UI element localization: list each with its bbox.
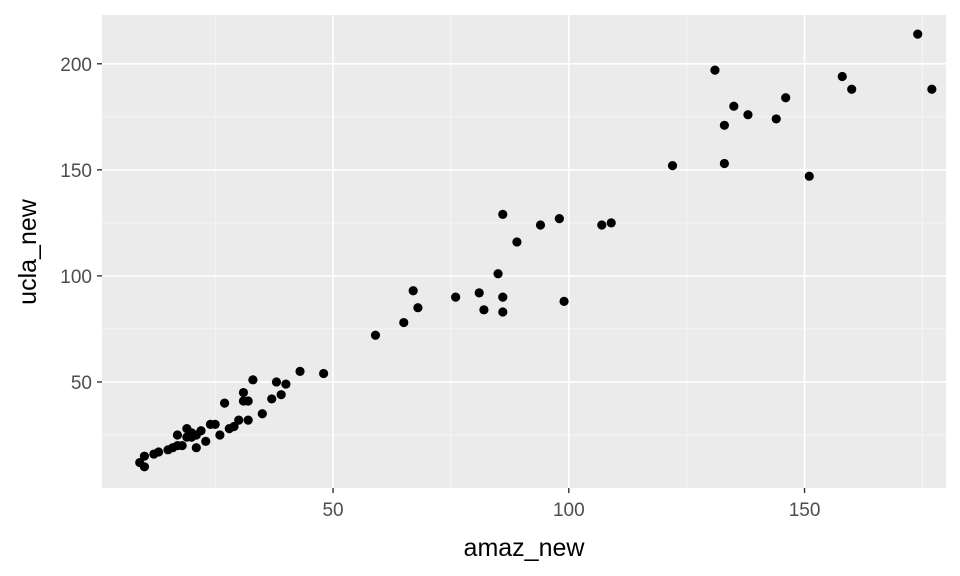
data-point [408,286,418,296]
x-tick-label: 150 [789,500,821,521]
data-point [243,415,253,425]
y-tick-label: 150 [60,161,92,182]
data-point [238,387,249,398]
data-point [399,317,409,328]
data-point [451,292,461,302]
data-point [498,307,508,317]
x-axis-title: amaz_new [464,534,586,562]
data-point [554,214,564,224]
data-point [498,292,508,302]
data-point [234,415,244,425]
data-point [267,394,277,404]
data-point [667,160,678,171]
data-point [139,462,150,472]
data-point [229,421,239,432]
data-point [606,218,616,228]
data-point [535,220,546,230]
data-point [177,440,187,451]
data-point [153,447,164,457]
x-tick-label: 50 [322,500,343,521]
data-point [493,269,503,279]
data-point [196,426,206,436]
data-point [319,368,329,379]
data-point [781,93,791,103]
data-point [479,305,489,315]
data-point [913,29,923,39]
data-point [139,451,150,461]
data-point [172,430,183,440]
data-point [271,377,282,387]
data-point [281,379,291,389]
y-axis-title: ucla_new [14,198,42,305]
data-point [257,409,267,419]
y-axis: 50 100 150 200 [60,55,102,394]
data-point [191,443,201,453]
data-point [370,330,381,340]
data-point [276,390,286,400]
data-point [847,84,857,94]
data-point [474,288,484,298]
data-point [710,65,720,75]
data-point [210,419,220,429]
data-point [498,209,508,219]
data-point [743,110,753,120]
data-point [597,220,607,230]
data-point [248,375,258,385]
data-point [243,396,253,406]
data-point [295,366,305,376]
data-point [729,101,739,111]
data-point [219,398,230,408]
plot-panel [102,15,946,488]
x-axis: 50 100 150 [322,488,820,521]
data-point [512,237,522,247]
grid-lines [102,15,946,488]
data-point [413,303,423,313]
y-tick-label: 50 [71,373,92,394]
y-tick-label: 100 [60,267,92,288]
data-point [927,84,937,94]
y-tick-label: 200 [60,55,92,76]
data-point [804,171,814,181]
data-point [771,114,781,124]
x-tick-label: 100 [553,500,585,521]
data-points [135,29,937,472]
data-point [837,71,847,82]
data-point [559,296,569,306]
data-point [719,120,729,130]
data-point [215,430,225,440]
data-point [201,436,211,446]
data-point [719,158,729,169]
